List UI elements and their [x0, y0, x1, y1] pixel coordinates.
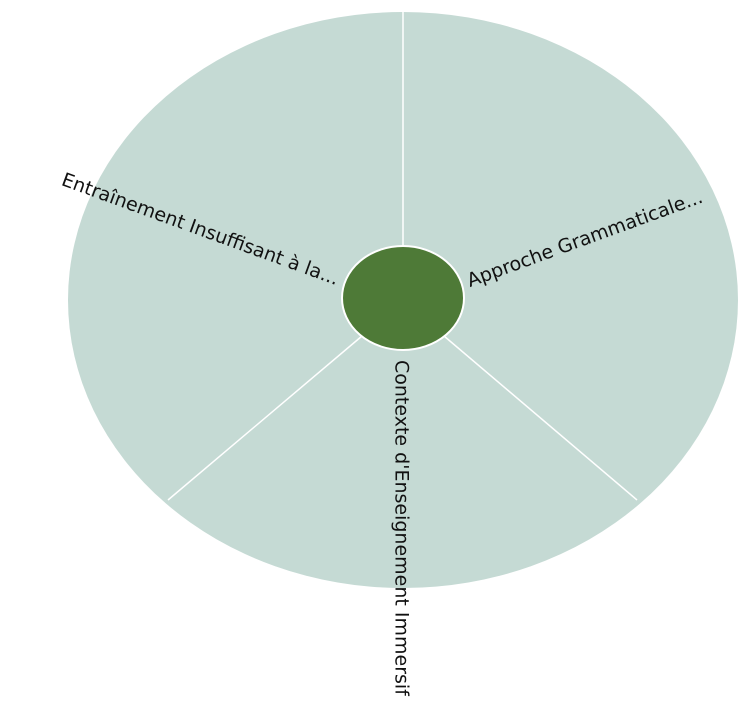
- center-node: [341, 245, 465, 351]
- node-label: Contexte d'Enseignement Immersif: [391, 360, 413, 697]
- divider: [167, 335, 363, 501]
- divider: [443, 335, 638, 501]
